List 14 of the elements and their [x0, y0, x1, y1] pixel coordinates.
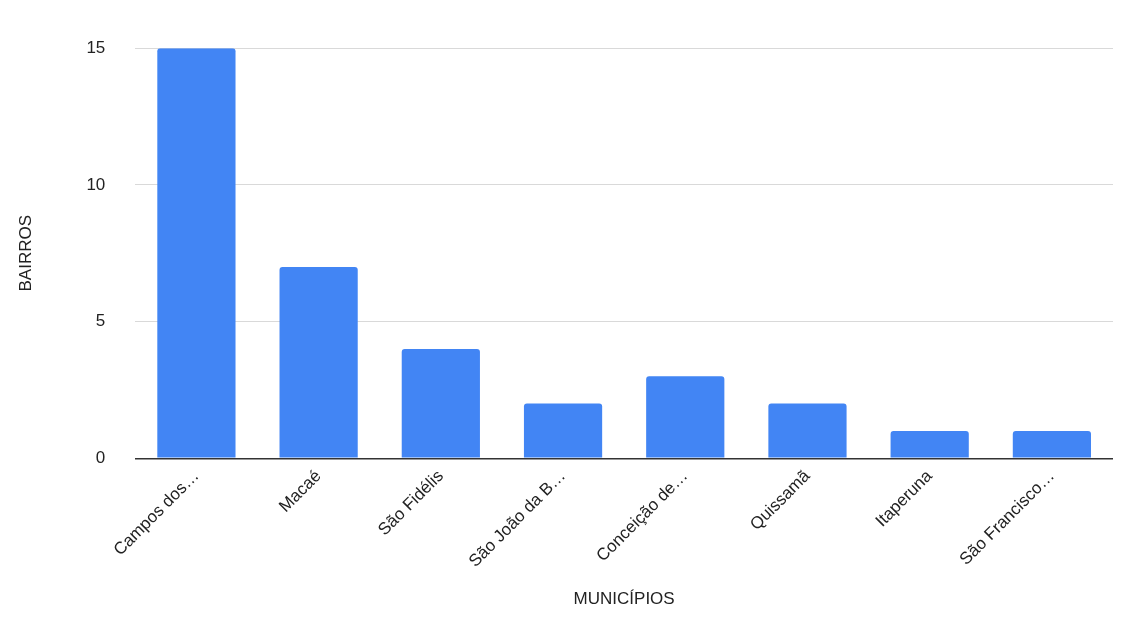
y-tick-label: 10 — [86, 174, 106, 194]
bar — [279, 266, 358, 458]
y-tick-label: 5 — [95, 311, 106, 331]
y-axis-title: BAIRROS — [15, 214, 35, 292]
bar — [890, 430, 969, 458]
x-axis-title: MUNICÍPIOS — [573, 589, 675, 609]
bar — [1012, 430, 1091, 458]
bar — [646, 376, 725, 458]
y-tick-label: 0 — [95, 447, 106, 467]
bar — [768, 403, 847, 458]
bar — [401, 348, 480, 458]
bar — [157, 48, 236, 458]
y-tick-label: 15 — [86, 37, 106, 57]
bar — [523, 403, 603, 458]
